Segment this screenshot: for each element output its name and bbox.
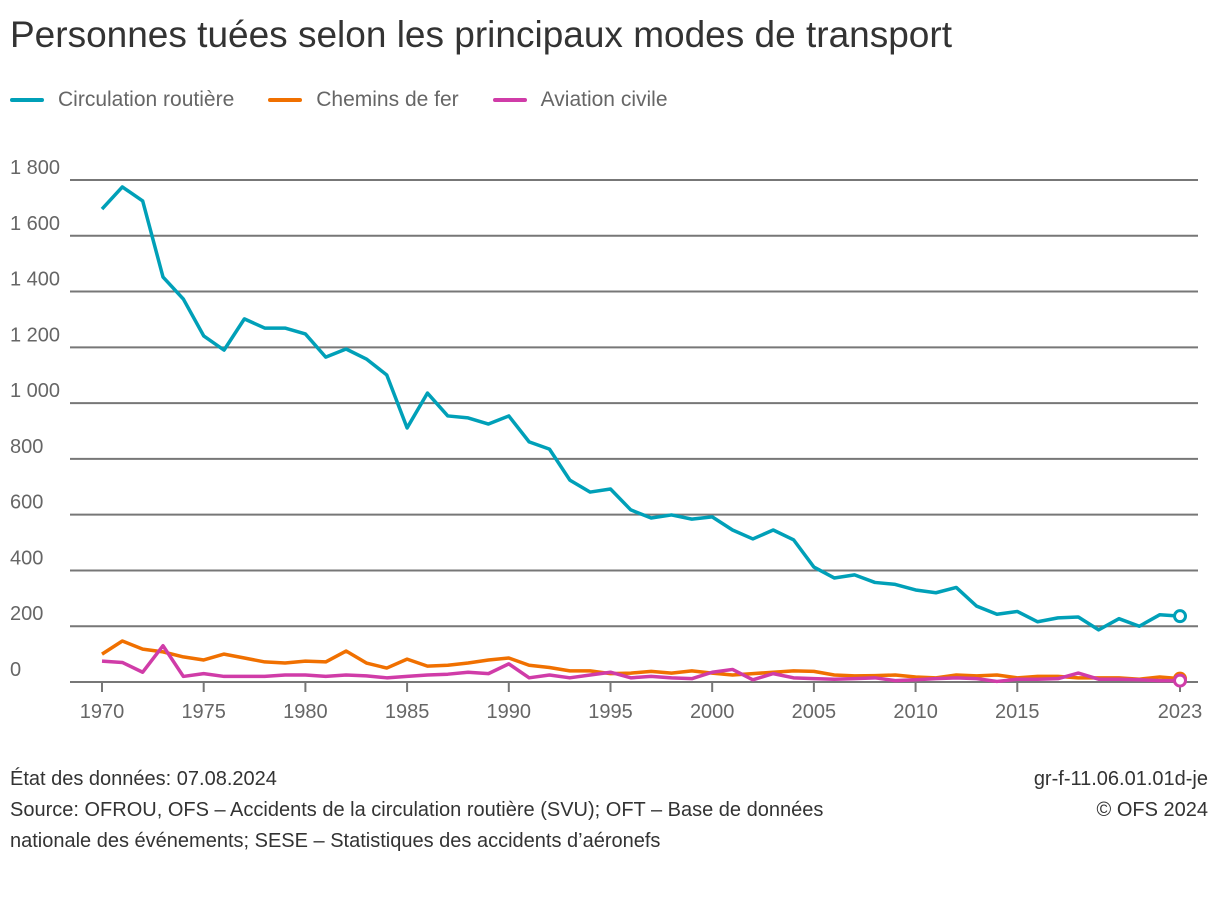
- x-tick-label: 2005: [792, 701, 837, 723]
- legend-swatch: [10, 98, 44, 102]
- footer-left: État des données: 07.08.2024 Source: OFR…: [10, 764, 850, 857]
- legend-swatch: [268, 98, 303, 102]
- x-tick-label: 1980: [283, 701, 328, 723]
- y-tick-label: 200: [10, 603, 43, 625]
- last-point-marker-road: [1173, 609, 1187, 624]
- legend-item-rail[interactable]: Chemins de fer: [268, 88, 459, 112]
- x-tick-label: 2010: [893, 701, 938, 723]
- legend: Circulation routière Chemins de fer Avia…: [10, 88, 668, 112]
- x-tick-label: 1975: [181, 701, 226, 723]
- y-tick-label: 1 200: [10, 324, 60, 346]
- footer-right: gr-f-11.06.01.01d-je © OFS 2024: [1034, 764, 1208, 826]
- x-tick-label: 1985: [385, 701, 430, 723]
- y-tick-label: 800: [10, 436, 43, 458]
- legend-label: Circulation routière: [58, 88, 235, 111]
- y-tick-label: 600: [10, 492, 43, 514]
- series-line-road: [100, 185, 1181, 632]
- x-tick-label: 1970: [80, 701, 125, 723]
- series-line-aviation: [101, 643, 1180, 684]
- y-tick-label: 400: [10, 547, 43, 569]
- y-tick-label: 0: [10, 659, 21, 681]
- legend-label: Aviation civile: [540, 88, 668, 111]
- series-line-rail: [101, 639, 1181, 681]
- y-tick-label: 1 600: [10, 213, 60, 235]
- last-point-marker-aviation: [1173, 673, 1187, 688]
- y-tick-label: 1 800: [10, 157, 60, 179]
- x-tick-label: 2023: [1158, 701, 1203, 723]
- copyright: © OFS 2024: [1096, 799, 1208, 821]
- legend-item-road[interactable]: Circulation routière: [10, 88, 234, 112]
- x-tick-label: 2015: [995, 701, 1040, 723]
- chart-code: gr-f-11.06.01.01d-je: [1033, 768, 1208, 790]
- y-tick-label: 1 000: [10, 380, 60, 402]
- x-tick-label: 2000: [690, 701, 735, 723]
- source-note: Source: OFROU, OFS – Accidents de la cir…: [10, 799, 824, 852]
- legend-label: Chemins de fer: [316, 88, 459, 111]
- data-date: État des données: 07.08.2024: [10, 768, 277, 790]
- x-tick-label: 1990: [487, 701, 532, 723]
- legend-item-aviation[interactable]: Aviation civile: [492, 88, 668, 112]
- x-tick-label: 1995: [588, 701, 633, 723]
- chart-title: Personnes tuées selon les principaux mod…: [10, 14, 952, 55]
- y-tick-label: 1 400: [10, 269, 60, 291]
- legend-swatch: [492, 98, 527, 102]
